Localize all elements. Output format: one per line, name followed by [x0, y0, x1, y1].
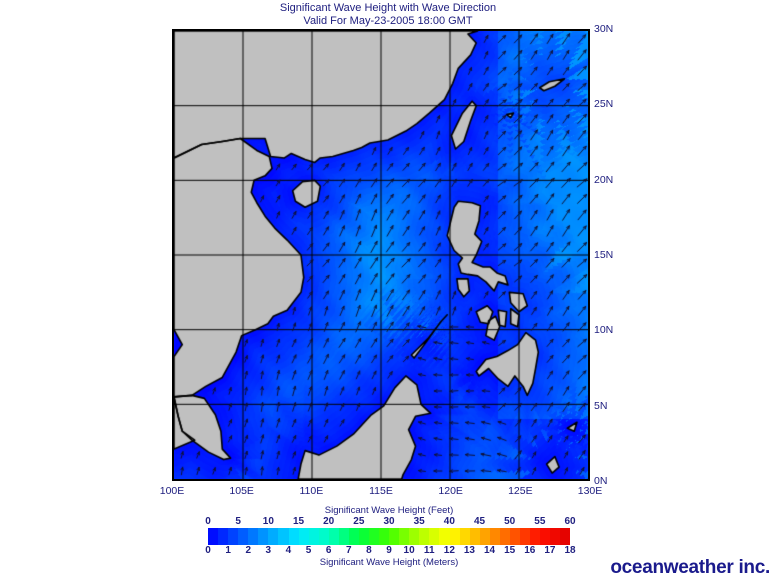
colorbar-gradient — [208, 528, 571, 545]
oceanweather-watermark: oceanweather inc. — [610, 557, 770, 578]
colorbar: Significant Wave Height (Feet) 0 5 10 15 20 2… — [205, 505, 575, 568]
colorbar-tick-feet-0: 0 — [205, 516, 211, 527]
title-line-1: Significant Wave Height with Wave Direct… — [279, 2, 497, 14]
x-tick-115E: 115E — [369, 485, 393, 497]
colorbar-swatch — [399, 528, 410, 545]
colorbar-swatch — [348, 528, 359, 545]
colorbar-tick-meters-8: 8 — [366, 545, 372, 556]
colorbar-swatch — [268, 528, 279, 545]
colorbar-ticks-feet: 0 5 10 15 20 25 30 35 40 45 50 55 60 — [205, 516, 575, 528]
y-tick-5N: 5N — [594, 399, 608, 412]
x-tick-110E: 110E — [299, 485, 324, 497]
colorbar-tick-feet-35: 35 — [413, 516, 425, 527]
colorbar-tick-meters-4: 4 — [285, 545, 292, 556]
colorbar-tick-feet-30: 30 — [383, 516, 395, 527]
colorbar-swatch — [479, 528, 490, 545]
colorbar-tick-meters-14: 14 — [483, 545, 496, 556]
colorbar-swatch — [429, 528, 440, 545]
colorbar-tick-feet-45: 45 — [473, 516, 486, 527]
colorbar-swatch — [218, 528, 229, 545]
colorbar-tick-meters-0: 0 — [205, 545, 211, 556]
y-tick-20N: 20N — [594, 173, 614, 186]
y-axis-tick-labels: 30N 25N 20N 15N 10N 5N 0N — [594, 23, 634, 487]
colorbar-swatch — [519, 528, 530, 545]
colorbar-tick-meters-10: 10 — [403, 545, 415, 556]
colorbar-swatch — [550, 528, 561, 545]
x-tick-130E: 130E — [577, 485, 603, 497]
wave-height-map — [172, 29, 590, 481]
colorbar-tick-feet-60: 60 — [564, 516, 576, 527]
y-tick-30N: 30N — [594, 23, 614, 35]
colorbar-tick-meters-1: 1 — [225, 545, 231, 556]
colorbar-swatch — [449, 528, 460, 545]
colorbar-tick-meters-15: 15 — [504, 545, 516, 556]
colorbar-tick-meters-7: 7 — [345, 545, 352, 556]
colorbar-swatch — [298, 528, 309, 545]
colorbar-tick-feet-20: 20 — [323, 516, 335, 527]
x-axis-tick-labels: 100E 105E 110E 115E 120E 125E 130E — [160, 485, 603, 499]
colorbar-tick-meters-18: 18 — [564, 545, 576, 556]
colorbar-swatch — [459, 528, 470, 545]
colorbar-swatch — [379, 528, 390, 545]
colorbar-swatch — [419, 528, 430, 545]
colorbar-caption-feet: Significant Wave Height (Feet) — [324, 505, 454, 516]
colorbar-swatch — [318, 528, 329, 545]
colorbar-swatch — [369, 528, 380, 545]
colorbar-tick-feet-40: 40 — [443, 516, 455, 527]
colorbar-swatch — [248, 528, 259, 545]
colorbar-swatch — [389, 528, 400, 545]
colorbar-swatch — [338, 528, 349, 545]
colorbar-swatch — [469, 528, 480, 545]
colorbar-tick-feet-10: 10 — [262, 516, 274, 527]
x-tick-120E: 120E — [438, 485, 463, 497]
colorbar-swatch — [208, 528, 219, 545]
colorbar-swatch — [499, 528, 510, 545]
colorbar-swatch — [489, 528, 500, 545]
colorbar-swatch — [530, 528, 541, 545]
colorbar-swatch — [238, 528, 249, 545]
chart-title: Significant Wave Height with Wave Direct… — [0, 2, 776, 28]
colorbar-ticks-meters: 0 1 2 3 4 5 6 7 8 9 10 11 12 13 14 15 16 17 18 — [205, 545, 575, 557]
colorbar-swatch — [258, 528, 269, 545]
colorbar-tick-feet-25: 25 — [353, 516, 365, 527]
colorbar-swatch — [278, 528, 289, 545]
x-tick-105E: 105E — [229, 485, 254, 497]
colorbar-swatch — [540, 528, 551, 545]
y-tick-10N: 10N — [594, 324, 614, 337]
colorbar-tick-meters-3: 3 — [265, 545, 272, 556]
y-tick-25N: 25N — [594, 98, 614, 111]
colorbar-swatch — [560, 528, 571, 545]
x-tick-100E: 100E — [159, 485, 185, 497]
colorbar-caption-meters: Significant Wave Height (Meters) — [319, 557, 459, 568]
y-tick-0N: 0N — [594, 475, 608, 487]
colorbar-tick-meters-12: 12 — [443, 545, 455, 556]
colorbar-tick-feet-55: 55 — [534, 516, 546, 527]
colorbar-swatch — [439, 528, 450, 545]
colorbar-swatch — [358, 528, 369, 545]
colorbar-swatch — [288, 528, 299, 545]
colorbar-tick-feet-5: 5 — [235, 516, 241, 527]
colorbar-tick-meters-16: 16 — [524, 545, 536, 556]
x-tick-125E: 125E — [508, 485, 533, 497]
title-line-2: Valid For May-23-2005 18:00 GMT — [303, 15, 473, 27]
colorbar-swatch — [328, 528, 339, 545]
colorbar-tick-feet-15: 15 — [292, 516, 305, 527]
colorbar-tick-meters-11: 11 — [423, 545, 435, 556]
map-raster — [174, 31, 588, 479]
colorbar-tick-meters-5: 5 — [305, 545, 312, 556]
colorbar-tick-feet-50: 50 — [504, 516, 516, 527]
colorbar-tick-meters-2: 2 — [245, 545, 251, 556]
colorbar-tick-meters-13: 13 — [463, 545, 475, 556]
colorbar-tick-meters-6: 6 — [325, 545, 332, 556]
colorbar-swatch — [308, 528, 319, 545]
y-tick-15N: 15N — [594, 249, 614, 261]
colorbar-swatch — [228, 528, 239, 545]
colorbar-tick-meters-9: 9 — [386, 545, 392, 556]
colorbar-swatch — [509, 528, 520, 545]
colorbar-tick-meters-17: 17 — [544, 545, 556, 556]
colorbar-swatch — [409, 528, 420, 545]
